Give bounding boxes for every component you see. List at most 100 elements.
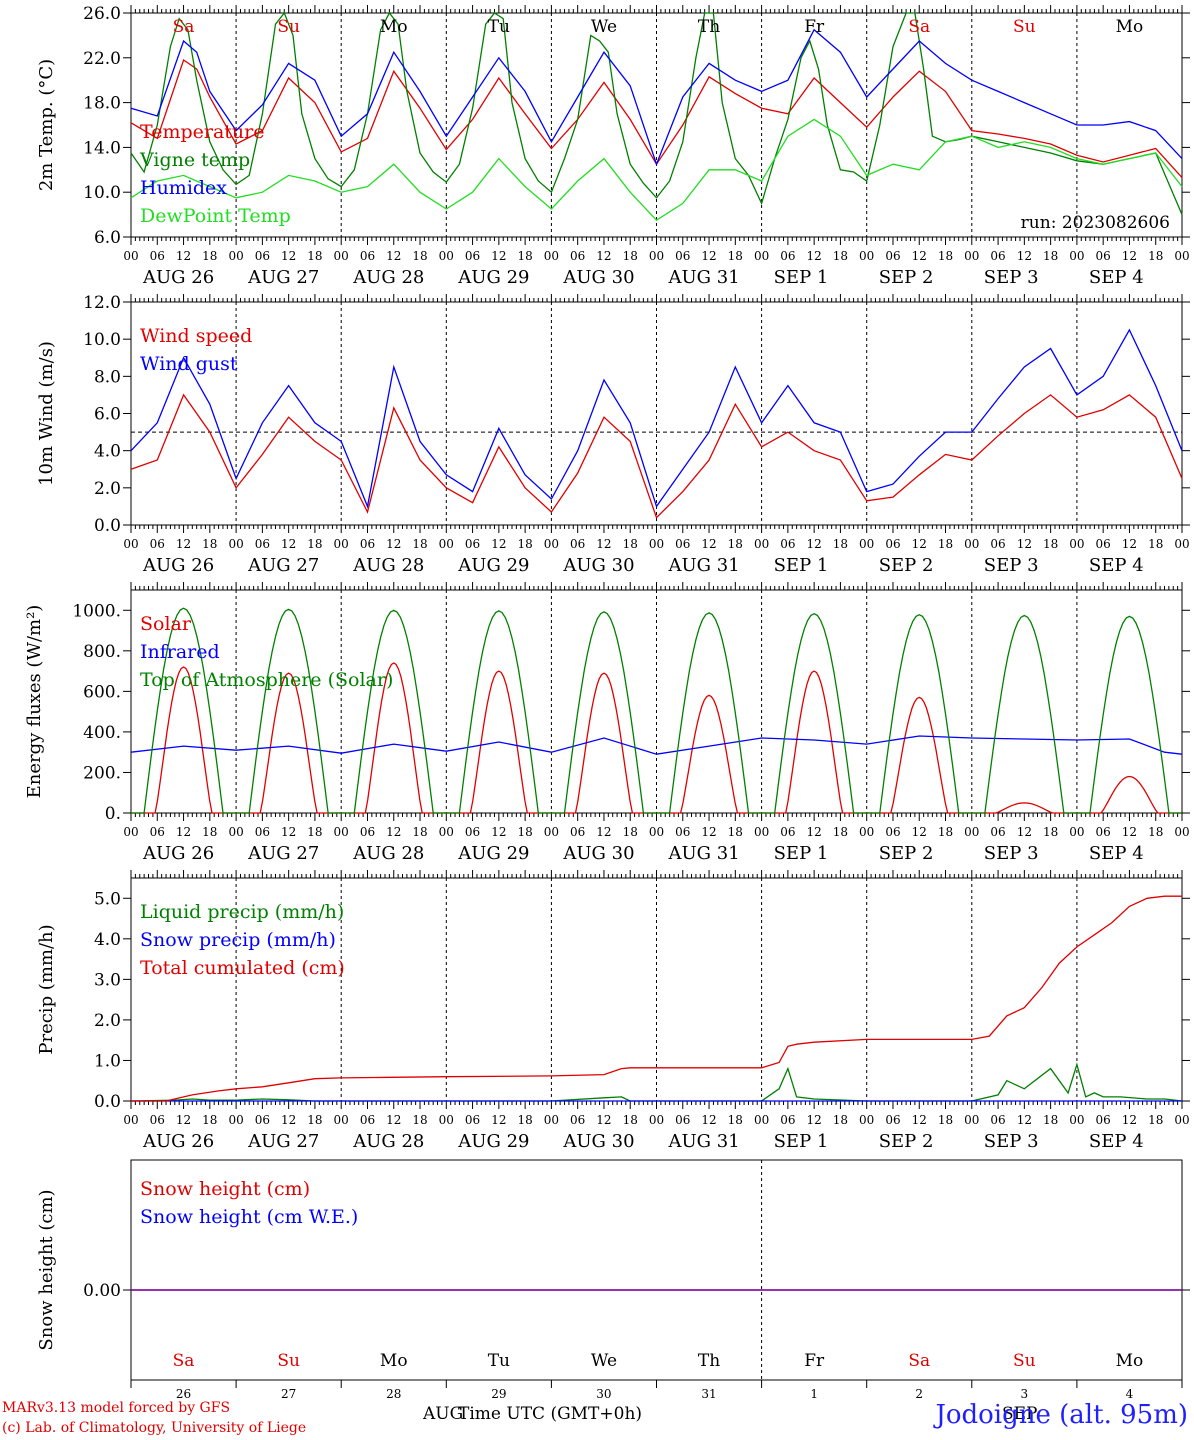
hour-label: 06 bbox=[465, 249, 480, 263]
hour-label: 00 bbox=[123, 537, 138, 551]
day-number-label: 26 bbox=[176, 1387, 191, 1401]
y-tick-label: 3.0 bbox=[94, 970, 121, 990]
y-tick-label: 4.0 bbox=[94, 442, 121, 462]
hour-label: 06 bbox=[255, 1113, 270, 1127]
hour-label: 00 bbox=[334, 825, 349, 839]
hour-label: 18 bbox=[1043, 537, 1058, 551]
date-label: AUG 30 bbox=[562, 267, 634, 288]
y-tick-label: 2.0 bbox=[94, 479, 121, 499]
y-axis-title: 2m Temp. (°C) bbox=[36, 59, 57, 191]
date-label: AUG 31 bbox=[668, 1131, 740, 1152]
date-label: AUG 30 bbox=[562, 555, 634, 576]
date-label: AUG 30 bbox=[562, 843, 634, 864]
y-axis-title: Snow height (cm) bbox=[36, 1189, 57, 1350]
hour-label: 06 bbox=[885, 1113, 900, 1127]
hour-label: 00 bbox=[964, 1113, 979, 1127]
hour-label: 00 bbox=[754, 1113, 769, 1127]
hour-label: 18 bbox=[938, 249, 953, 263]
date-label: SEP 1 bbox=[774, 267, 829, 288]
weekday-label: Sa bbox=[908, 1351, 930, 1371]
hour-label: 18 bbox=[833, 1113, 848, 1127]
hour-label: 06 bbox=[465, 825, 480, 839]
hour-label: 00 bbox=[754, 825, 769, 839]
series-line-vigne-temp bbox=[130, 11, 1183, 215]
panel-1 bbox=[123, 5, 1190, 245]
hour-label: 00 bbox=[1174, 249, 1189, 263]
hour-label: 06 bbox=[780, 249, 795, 263]
hour-label: 12 bbox=[701, 537, 716, 551]
y-tick-label: 10.0 bbox=[83, 330, 121, 350]
date-label: SEP 4 bbox=[1089, 555, 1144, 576]
hour-label: 18 bbox=[1043, 825, 1058, 839]
hour-label: 18 bbox=[833, 249, 848, 263]
date-label: SEP 2 bbox=[879, 267, 934, 288]
legend-entry: Liquid precip (mm/h) bbox=[140, 901, 344, 923]
hour-label: 18 bbox=[1148, 1113, 1163, 1127]
plot-frame bbox=[130, 589, 1183, 814]
series-line-wind-gust bbox=[130, 328, 1183, 509]
date-label: AUG 26 bbox=[142, 555, 214, 576]
legend-entry: Snow height (cm W.E.) bbox=[140, 1206, 358, 1228]
y-tick-label: 600. bbox=[83, 682, 121, 702]
y-tick-label: 8.0 bbox=[94, 367, 121, 387]
panel-2 bbox=[123, 294, 1190, 533]
hour-label: 12 bbox=[1122, 1113, 1137, 1127]
month-label-sep: SEP bbox=[1002, 1404, 1038, 1424]
hour-label: 18 bbox=[623, 537, 638, 551]
hour-label: 18 bbox=[202, 1113, 217, 1127]
hour-label: 18 bbox=[728, 1113, 743, 1127]
hour-label: 12 bbox=[176, 249, 191, 263]
hour-label: 12 bbox=[281, 537, 296, 551]
hour-label: 06 bbox=[570, 1113, 585, 1127]
hour-label: 18 bbox=[1043, 249, 1058, 263]
hour-label: 00 bbox=[649, 825, 664, 839]
hour-label: 12 bbox=[491, 537, 506, 551]
hour-label: 00 bbox=[964, 249, 979, 263]
date-label: AUG 31 bbox=[668, 843, 740, 864]
hour-label: 00 bbox=[544, 249, 559, 263]
series-line-top-of-atmosphere-solar- bbox=[131, 607, 1182, 814]
weekday-label-top: Tu bbox=[488, 17, 510, 37]
hour-label: 00 bbox=[334, 537, 349, 551]
legend-entry: Top of Atmosphere (Solar) bbox=[140, 669, 393, 691]
y-tick-label: 2.0 bbox=[94, 1011, 121, 1031]
date-label: AUG 28 bbox=[352, 1131, 424, 1152]
hour-label: 18 bbox=[1043, 1113, 1058, 1127]
date-label: AUG 26 bbox=[142, 1131, 214, 1152]
hour-label: 12 bbox=[176, 537, 191, 551]
hour-label: 06 bbox=[1096, 249, 1111, 263]
date-label: AUG 27 bbox=[247, 843, 319, 864]
y-tick-label: 10.0 bbox=[83, 183, 121, 203]
hour-label: 18 bbox=[412, 1113, 427, 1127]
plot-frame bbox=[130, 12, 1183, 238]
hour-label: 18 bbox=[202, 825, 217, 839]
hour-label: 06 bbox=[780, 537, 795, 551]
hour-label: 00 bbox=[1069, 1113, 1084, 1127]
hour-label: 18 bbox=[307, 537, 322, 551]
hour-label: 18 bbox=[412, 249, 427, 263]
hour-label: 12 bbox=[596, 249, 611, 263]
legend-entry: Vigne temp bbox=[139, 149, 250, 171]
weekday-label-top: Th bbox=[698, 17, 720, 37]
weekday-label-top: Sa bbox=[908, 17, 930, 37]
series-line-total-cumulated-cm- bbox=[131, 895, 1182, 1102]
x-axis-title: Time UTC (GMT+0h) bbox=[458, 1404, 643, 1424]
hour-label: 00 bbox=[439, 537, 454, 551]
hour-label: 12 bbox=[912, 249, 927, 263]
date-label: SEP 4 bbox=[1089, 1131, 1144, 1152]
hour-label: 00 bbox=[859, 537, 874, 551]
y-tick-label: 18.0 bbox=[83, 94, 121, 114]
hour-label: 06 bbox=[570, 825, 585, 839]
hour-label: 06 bbox=[990, 825, 1005, 839]
hour-label: 18 bbox=[202, 537, 217, 551]
y-tick-label: 6.0 bbox=[94, 405, 121, 425]
hour-label: 06 bbox=[885, 249, 900, 263]
date-label: AUG 31 bbox=[668, 555, 740, 576]
hour-label: 00 bbox=[439, 1113, 454, 1127]
weekday-label: Tu bbox=[488, 1351, 510, 1371]
series-line-infrared bbox=[130, 735, 1183, 755]
hour-label: 12 bbox=[386, 537, 401, 551]
hour-label: 06 bbox=[990, 1113, 1005, 1127]
hour-label: 06 bbox=[255, 249, 270, 263]
hour-label: 18 bbox=[1148, 249, 1163, 263]
